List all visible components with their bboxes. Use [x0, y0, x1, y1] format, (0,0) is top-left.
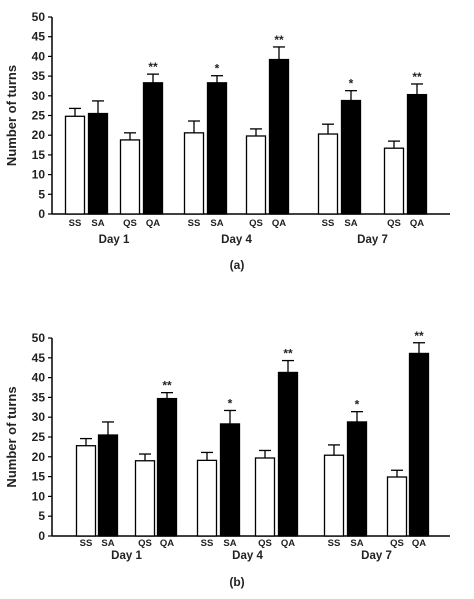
x-tick-label: QS — [138, 538, 152, 549]
x-tick-label: QS — [390, 538, 404, 549]
bar-ss — [196, 459, 218, 537]
x-tick-label: SA — [101, 538, 114, 549]
y-tick-label: 5 — [38, 187, 45, 201]
bar-sa — [206, 82, 228, 215]
bar-qa — [268, 58, 290, 215]
x-tick-label: QA — [146, 218, 160, 229]
bar-qa — [156, 397, 178, 537]
y-tick-label: 30 — [32, 410, 46, 424]
x-tick-label: SS — [80, 538, 93, 549]
y-tick-label: 40 — [32, 371, 46, 385]
significance-label: ** — [412, 70, 422, 84]
bar-qa — [408, 352, 430, 537]
group-label: Day 4 — [221, 234, 252, 246]
bar-ss — [323, 454, 345, 537]
significance-label: ** — [283, 347, 293, 361]
x-tick-label: SS — [188, 218, 201, 229]
bar-ss — [183, 132, 205, 215]
x-tick-label: SS — [69, 218, 82, 229]
y-tick-label: 15 — [32, 148, 46, 162]
x-tick-label: SA — [210, 218, 223, 229]
group-label: Day 4 — [232, 550, 263, 562]
y-tick-label: 25 — [32, 109, 46, 123]
bar-qs — [119, 139, 141, 215]
x-tick-label: SA — [91, 218, 104, 229]
bar-qs — [383, 147, 405, 215]
x-tick-label: SA — [223, 538, 236, 549]
bar-qs — [254, 457, 276, 537]
bar-qs — [245, 135, 267, 215]
significance-label: * — [228, 396, 233, 410]
bar-qa — [406, 93, 428, 215]
y-tick-label: 25 — [32, 430, 46, 444]
y-tick-label: 10 — [32, 168, 46, 182]
y-axis-label: Number of turns — [4, 386, 19, 487]
y-tick-label: 45 — [32, 30, 46, 44]
x-tick-label: QA — [412, 538, 426, 549]
bar-sa — [219, 423, 241, 537]
significance-label: ** — [162, 379, 172, 393]
x-tick-label: QS — [387, 218, 401, 229]
y-tick-label: 20 — [32, 450, 46, 464]
x-tick-label: QS — [258, 538, 272, 549]
x-tick-label: QA — [160, 538, 174, 549]
x-tick-label: SS — [201, 538, 214, 549]
bar-ss — [75, 445, 97, 537]
x-tick-label: SA — [350, 538, 363, 549]
x-tick-label: SA — [344, 218, 357, 229]
bar-sa — [97, 434, 119, 537]
x-tick-label: QS — [249, 218, 263, 229]
y-axis-label: Number of turns — [4, 65, 19, 166]
y-tick-label: 10 — [32, 489, 46, 503]
bar-sa — [87, 112, 109, 215]
bar-ss — [317, 133, 339, 215]
significance-label: * — [355, 398, 360, 412]
x-tick-label: QA — [272, 218, 286, 229]
y-tick-label: 20 — [32, 128, 46, 142]
x-tick-label: SS — [322, 218, 335, 229]
y-tick-label: 50 — [32, 10, 46, 24]
x-tick-label: QS — [123, 218, 137, 229]
significance-label: * — [349, 77, 354, 91]
group-label: Day 7 — [357, 234, 388, 246]
group-label: Day 7 — [361, 550, 392, 562]
bar-ss — [64, 115, 86, 215]
group-label: Day 1 — [99, 234, 130, 246]
panel-label: (b) — [229, 575, 244, 589]
significance-label: ** — [274, 33, 284, 47]
y-tick-label: 15 — [32, 470, 46, 484]
bar-qa — [277, 371, 299, 537]
bar-qs — [134, 460, 156, 537]
bar-qs — [386, 476, 408, 537]
y-tick-label: 5 — [38, 509, 45, 523]
panel-label: (a) — [230, 258, 245, 272]
x-tick-label: QA — [281, 538, 295, 549]
y-tick-label: 35 — [32, 69, 46, 83]
group-label: Day 1 — [111, 550, 142, 562]
significance-label: ** — [148, 60, 158, 74]
significance-label: ** — [414, 329, 424, 343]
bar-qa — [142, 82, 164, 215]
y-tick-label: 0 — [38, 207, 45, 221]
x-tick-label: SS — [328, 538, 341, 549]
y-tick-label: 30 — [32, 89, 46, 103]
y-tick-label: 45 — [32, 351, 46, 365]
y-tick-label: 0 — [38, 529, 45, 543]
y-tick-label: 50 — [32, 331, 46, 345]
y-tick-label: 35 — [32, 390, 46, 404]
significance-label: * — [215, 62, 220, 76]
bar-sa — [346, 421, 368, 537]
y-tick-label: 40 — [32, 49, 46, 63]
x-tick-label: QA — [410, 218, 424, 229]
bar-sa — [340, 99, 362, 215]
